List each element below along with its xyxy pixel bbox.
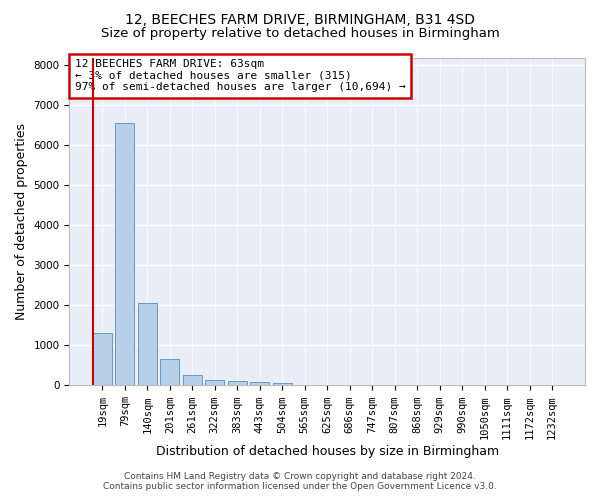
Bar [183, 376, 202, 386]
Y-axis label: Number of detached properties: Number of detached properties [15, 123, 28, 320]
Text: 12 BEECHES FARM DRIVE: 63sqm
← 3% of detached houses are smaller (315)
97% of se: 12 BEECHES FARM DRIVE: 63sqm ← 3% of det… [74, 59, 406, 92]
Text: Contains HM Land Registry data © Crown copyright and database right 2024.
Contai: Contains HM Land Registry data © Crown c… [103, 472, 497, 491]
Text: 12, BEECHES FARM DRIVE, BIRMINGHAM, B31 4SD: 12, BEECHES FARM DRIVE, BIRMINGHAM, B31 … [125, 12, 475, 26]
Bar [138, 302, 157, 386]
Bar [272, 384, 292, 386]
Bar [93, 334, 112, 386]
Bar [250, 382, 269, 386]
Bar [205, 380, 224, 386]
Bar [115, 124, 134, 386]
Bar [160, 360, 179, 386]
X-axis label: Distribution of detached houses by size in Birmingham: Distribution of detached houses by size … [155, 444, 499, 458]
Bar [228, 382, 247, 386]
Text: Size of property relative to detached houses in Birmingham: Size of property relative to detached ho… [101, 28, 499, 40]
